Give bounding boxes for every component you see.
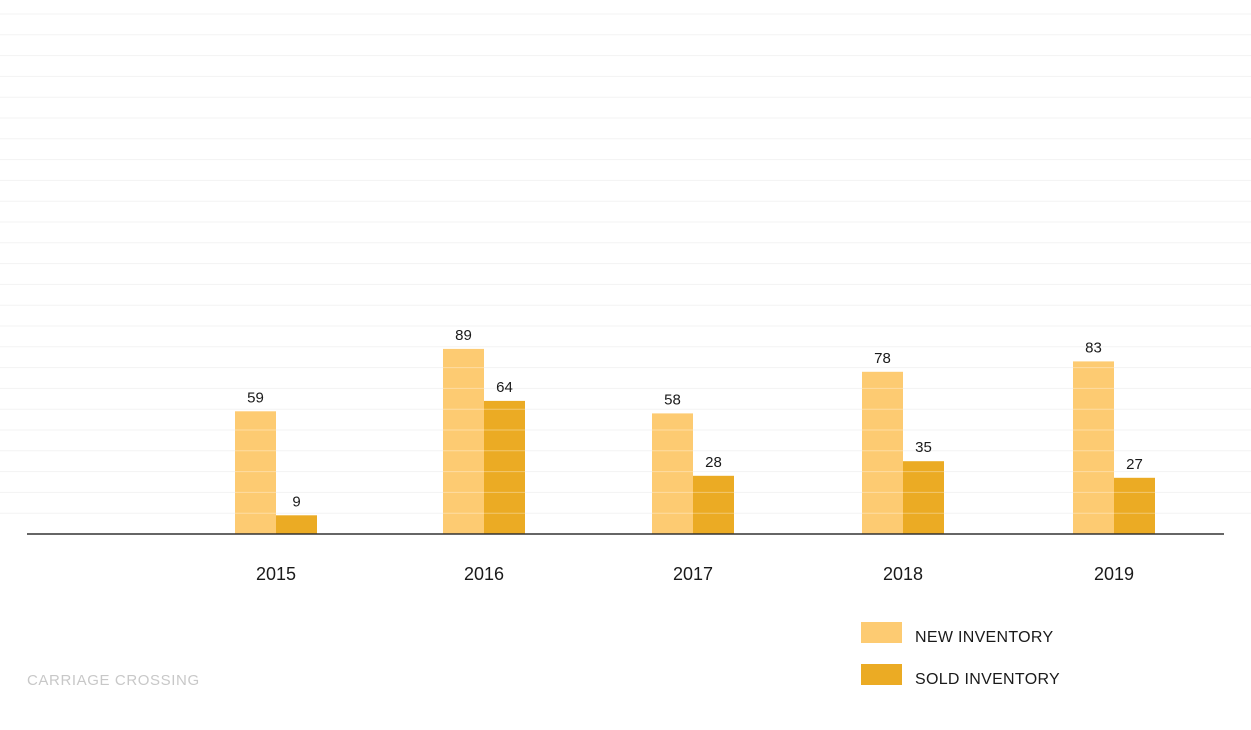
x-tick-label-2015: 2015 (256, 564, 296, 584)
data-label-new-inventory-2018: 78 (874, 350, 891, 367)
bar-new-inventory-2019 (1073, 361, 1114, 534)
data-label-new-inventory-2016: 89 (455, 327, 472, 344)
legend: NEW INVENTORY SOLD INVENTORY (861, 622, 1060, 688)
gridlines (0, 13, 1251, 514)
data-label-sold-inventory-2015: 9 (292, 493, 300, 510)
bar-sold-inventory-2017 (693, 475, 734, 534)
x-tick-label-2017: 2017 (673, 564, 713, 584)
x-tick-label-2019: 2019 (1094, 564, 1134, 584)
bar-sold-inventory-2018 (903, 461, 944, 534)
bar-sold-inventory-2015 (276, 515, 317, 534)
bar-new-inventory-2017 (652, 413, 693, 534)
legend-swatch-new-inventory (861, 622, 902, 643)
bar-new-inventory-2018 (862, 371, 903, 534)
x-tick-label-2016: 2016 (464, 564, 504, 584)
watermark-text: CARRIAGE CROSSING (27, 672, 200, 689)
bar-new-inventory-2015 (235, 411, 276, 534)
legend-swatch-sold-inventory (861, 664, 902, 685)
data-label-new-inventory-2015: 59 (247, 389, 264, 406)
data-label-sold-inventory-2018: 35 (915, 439, 932, 456)
legend-label-sold-inventory: SOLD INVENTORY (915, 671, 1060, 688)
legend-label-new-inventory: NEW INVENTORY (915, 629, 1053, 646)
data-label-new-inventory-2019: 83 (1085, 339, 1102, 356)
bars (235, 348, 1155, 534)
data-labels: 59 9 89 64 58 28 78 35 83 27 (247, 327, 1143, 510)
x-tick-label-2018: 2018 (883, 564, 923, 584)
bar-new-inventory-2016 (443, 348, 484, 534)
bar-sold-inventory-2016 (484, 400, 525, 534)
data-label-sold-inventory-2019: 27 (1126, 456, 1143, 473)
data-label-sold-inventory-2016: 64 (496, 379, 513, 396)
data-label-sold-inventory-2017: 28 (705, 454, 722, 471)
bar-sold-inventory-2019 (1114, 477, 1155, 534)
data-label-new-inventory-2017: 58 (664, 391, 681, 408)
x-axis-tick-labels: 2015 2016 2017 2018 2019 (256, 564, 1134, 584)
